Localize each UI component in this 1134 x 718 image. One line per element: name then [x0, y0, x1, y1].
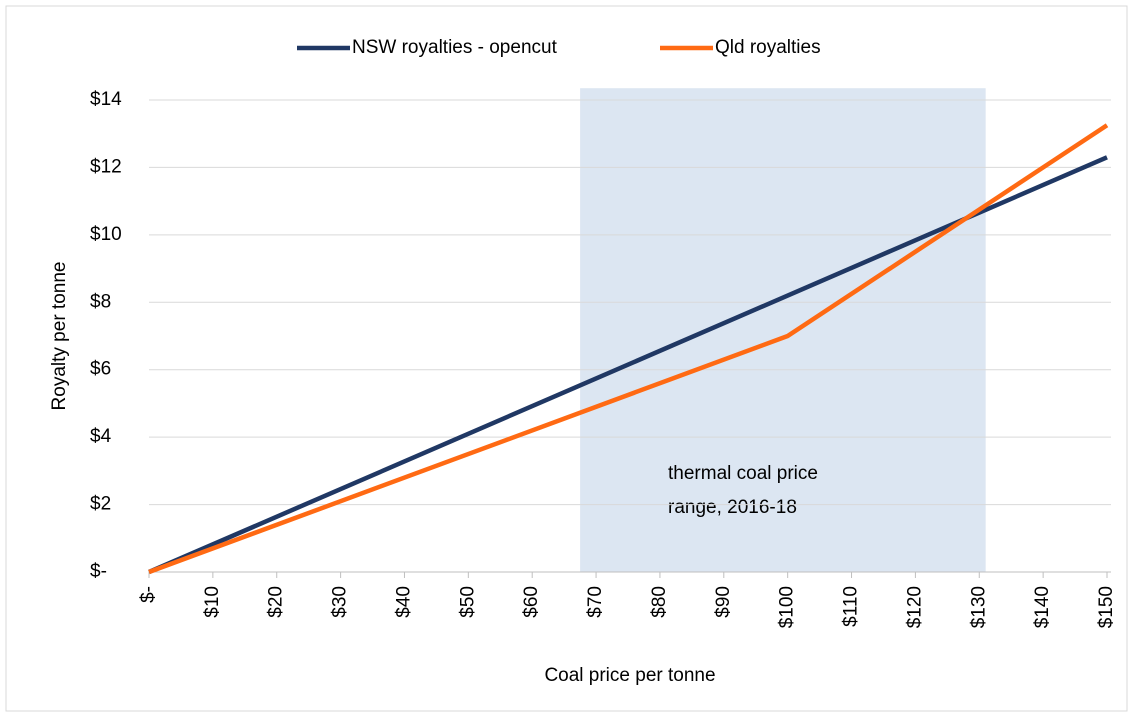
- annotation: range, 2016-18: [668, 497, 797, 518]
- x-axis-title: Coal price per tonne: [544, 665, 715, 686]
- x-tick-label: $50: [457, 586, 478, 618]
- x-tick-label: $60: [521, 586, 542, 618]
- y-axis-title: Royalty per tonne: [49, 262, 70, 411]
- x-tick-label: $40: [393, 586, 414, 618]
- x-tick-label: $150: [1096, 586, 1117, 628]
- x-tick-label: $140: [1032, 586, 1053, 628]
- y-tick-label: $8: [90, 291, 111, 312]
- x-tick-label: $-: [138, 586, 159, 603]
- x-tick-label: $30: [330, 586, 351, 618]
- legend-label: Qld royalties: [715, 37, 821, 58]
- series-line: [148, 155, 1108, 575]
- x-tick-label: $90: [713, 586, 734, 618]
- y-tick-label: $4: [90, 426, 112, 447]
- highlight-band: [580, 88, 986, 572]
- y-tick-label: $6: [90, 359, 111, 380]
- y-tick-label: $14: [90, 89, 122, 110]
- x-tick-label: $110: [841, 586, 862, 627]
- series-line: [148, 123, 1109, 575]
- x-tick-label: $70: [585, 586, 606, 618]
- y-tick-label: $-: [90, 561, 107, 582]
- y-tick-label: $10: [90, 224, 122, 245]
- annotation: thermal coal price: [668, 463, 818, 484]
- x-tick-label: $80: [649, 586, 670, 618]
- x-tick-label: $20: [266, 586, 287, 618]
- y-tick-label: $2: [90, 494, 111, 515]
- x-tick-label: $120: [904, 586, 925, 628]
- x-tick-label: $130: [968, 586, 989, 628]
- x-tick-label: $10: [202, 586, 223, 618]
- y-tick-label: $12: [90, 156, 122, 177]
- legend-label: NSW royalties - opencut: [352, 37, 558, 58]
- x-tick-label: $100: [777, 586, 798, 628]
